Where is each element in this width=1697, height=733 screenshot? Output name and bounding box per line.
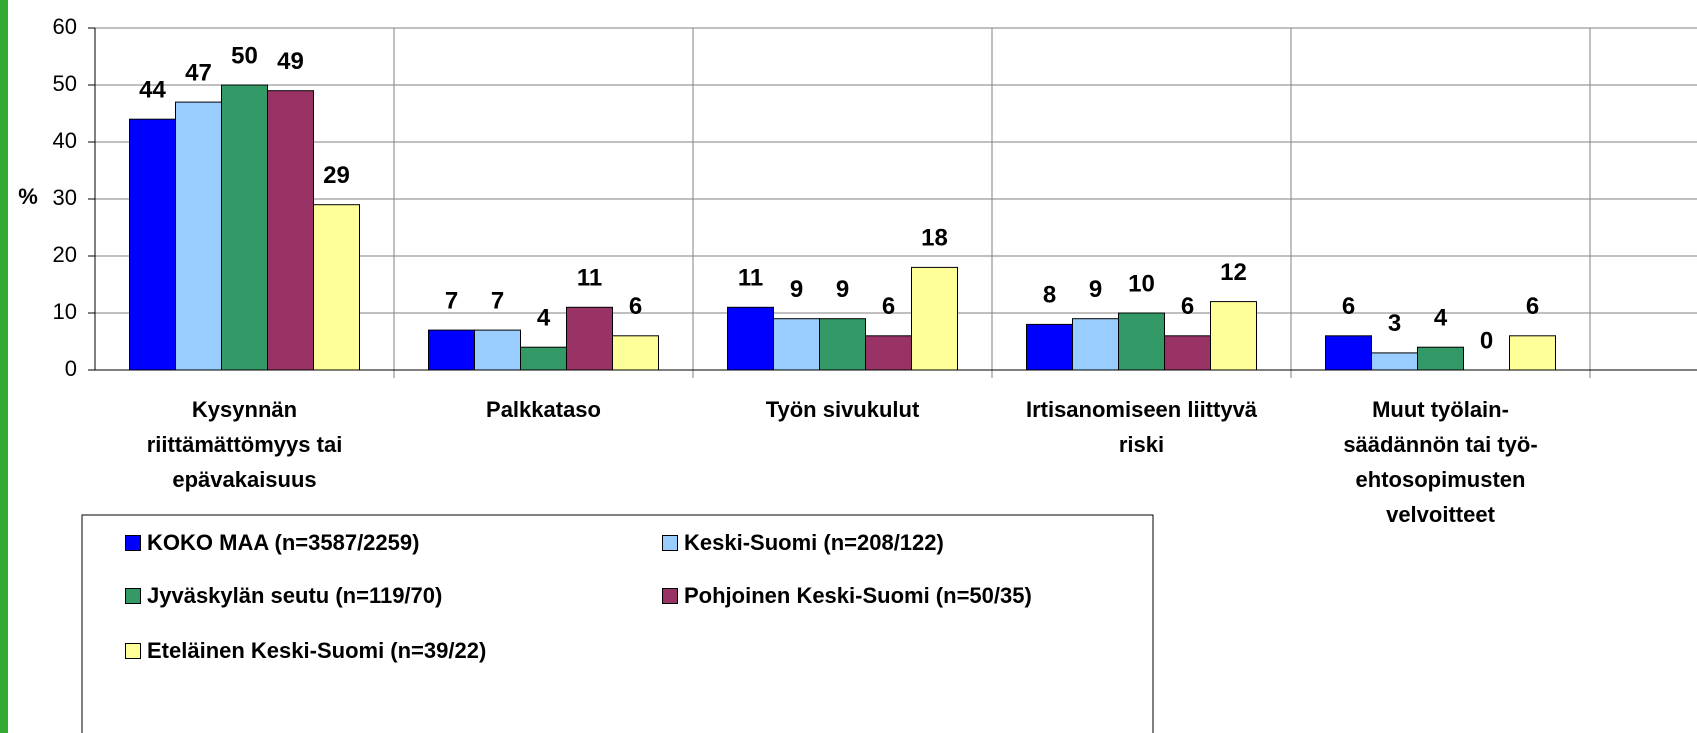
value-label: 7	[491, 287, 504, 314]
value-label: 8	[1043, 282, 1056, 309]
x-tick-label: Irtisanomiseen liittyvä riski	[1025, 397, 1258, 457]
value-label: 6	[629, 293, 642, 320]
bar	[267, 90, 314, 371]
legend-label: Jyväskylän seutu (n=119/70)	[147, 583, 443, 608]
value-label: 6	[1342, 293, 1355, 320]
legend-swatch	[662, 588, 678, 604]
bar	[1072, 318, 1119, 371]
value-label: 9	[1089, 276, 1102, 303]
bar	[1164, 335, 1211, 371]
bar	[612, 335, 659, 371]
bar	[1325, 335, 1372, 371]
x-tick-label: Palkkataso	[486, 397, 601, 422]
bar	[727, 306, 774, 371]
value-label: 29	[323, 162, 350, 189]
value-label: 6	[1526, 293, 1539, 320]
bar	[313, 204, 360, 371]
bar	[865, 335, 912, 371]
y-axis-label: %	[18, 184, 38, 209]
bar	[428, 329, 475, 371]
y-tick-label: 20	[53, 242, 77, 267]
legend-swatch	[125, 535, 141, 551]
bar	[566, 306, 613, 371]
bar	[1118, 312, 1165, 371]
value-label: 6	[882, 293, 895, 320]
bar	[773, 318, 820, 371]
bar	[474, 329, 521, 371]
y-tick-label: 10	[53, 299, 77, 324]
y-tick-label: 60	[53, 14, 77, 39]
y-tick-label: 0	[65, 356, 77, 381]
bar	[175, 101, 222, 371]
legend-entry: Eteläinen Keski-Suomi (n=39/22)	[125, 638, 486, 664]
legend-entry: Keski-Suomi (n=208/122)	[662, 530, 944, 556]
value-label: 11	[738, 265, 763, 292]
value-label: 9	[790, 276, 803, 303]
value-label: 6	[1181, 293, 1194, 320]
value-label: 10	[1128, 270, 1155, 297]
value-label: 11	[577, 265, 602, 292]
value-label: 4	[537, 305, 551, 332]
value-label: 4	[1434, 305, 1448, 332]
bar	[1371, 352, 1418, 371]
bar	[819, 318, 866, 371]
bar	[129, 118, 176, 371]
y-tick-label: 30	[53, 185, 77, 210]
value-label: 50	[231, 42, 258, 69]
x-tick-label: Työn sivukulut	[765, 397, 920, 422]
y-tick-label: 50	[53, 71, 77, 96]
legend-swatch	[125, 588, 141, 604]
value-label: 12	[1220, 259, 1247, 286]
legend-entry: Pohjoinen Keski-Suomi (n=50/35)	[662, 583, 1032, 609]
bar	[1417, 346, 1464, 371]
legend-label: Keski-Suomi (n=208/122)	[684, 530, 944, 555]
legend-entry: KOKO MAA (n=3587/2259)	[125, 530, 419, 556]
legend-label: Pohjoinen Keski-Suomi (n=50/35)	[684, 583, 1032, 608]
bar	[1210, 301, 1257, 371]
x-tick-label: Kysynnän riittämättömyys tai epävakaisuu…	[146, 397, 343, 492]
y-tick-label: 40	[53, 128, 77, 153]
legend-label: KOKO MAA (n=3587/2259)	[147, 530, 420, 555]
bar	[1026, 323, 1073, 371]
legend-label: Eteläinen Keski-Suomi (n=39/22)	[147, 638, 487, 663]
legend-swatch	[662, 535, 678, 551]
bar	[1509, 335, 1556, 371]
value-label: 44	[139, 77, 166, 104]
legend-swatch	[125, 643, 141, 659]
value-label: 0	[1480, 327, 1493, 354]
x-tick-label: Muut työlain- säädännön tai työ- ehtosop…	[1343, 397, 1538, 527]
legend-box	[81, 514, 1154, 733]
value-label: 18	[921, 225, 948, 252]
legend-entry: Jyväskylän seutu (n=119/70)	[125, 583, 442, 609]
bar	[221, 84, 268, 371]
value-label: 47	[185, 59, 212, 86]
value-label: 7	[445, 287, 458, 314]
value-label: 3	[1388, 310, 1401, 337]
side-strip	[0, 0, 8, 733]
value-label: 49	[277, 48, 304, 75]
value-label: 9	[836, 276, 849, 303]
bar	[520, 346, 567, 371]
bar	[911, 266, 958, 371]
